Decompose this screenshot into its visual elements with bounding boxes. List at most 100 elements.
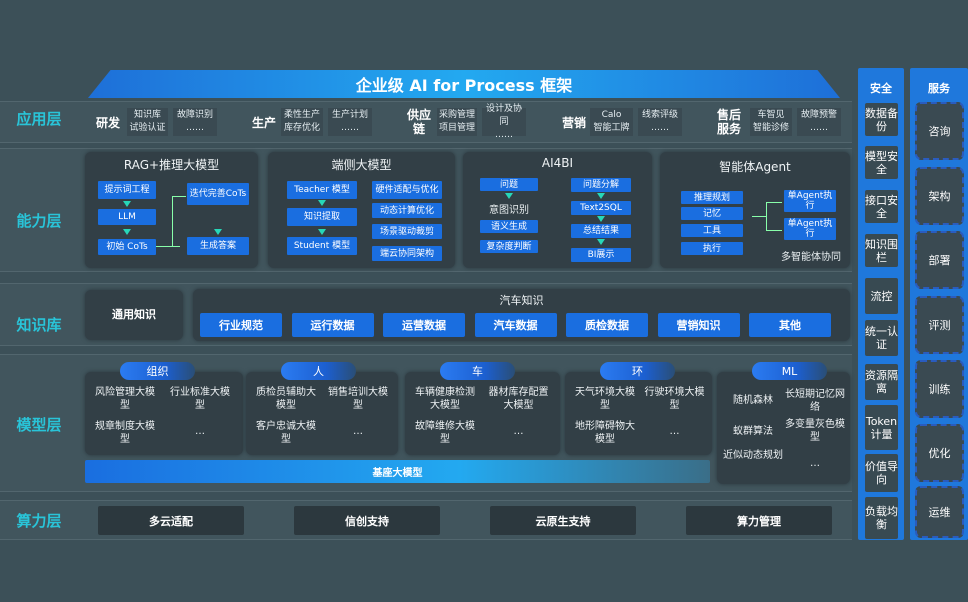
app-item[interactable]: 故障识别 <box>176 110 213 120</box>
app-item[interactable]: 知识库 <box>133 110 161 120</box>
knowledge-item[interactable]: 其他 <box>749 313 831 337</box>
knowledge-item[interactable]: 汽车数据 <box>474 313 557 337</box>
knowledge-item[interactable]: 行业规范 <box>200 313 282 337</box>
model-item[interactable]: 天气环境大模型 <box>575 387 635 411</box>
app-item[interactable]: …… <box>341 123 359 133</box>
knowledge-item[interactable]: 营销知识 <box>657 313 740 337</box>
ai4bi-right-step[interactable]: 总结结果 <box>571 224 631 238</box>
security-item[interactable]: 负载均衡 <box>865 497 898 539</box>
app-item[interactable]: 线索评级 <box>641 110 678 120</box>
model-item[interactable]: 行驶环境大模型 <box>644 387 705 411</box>
model-item[interactable]: 销售培训大模型 <box>328 387 388 411</box>
edge-feature[interactable]: 端云协同架构 <box>372 246 442 261</box>
app-item[interactable]: 采购管理 <box>438 110 475 120</box>
app-item[interactable]: 项目管理 <box>438 123 475 133</box>
service-item[interactable]: 优化 <box>915 424 964 482</box>
app-item[interactable]: …… <box>186 123 204 133</box>
ai4bi-right-step[interactable]: 问题分解 <box>571 178 631 192</box>
model-item[interactable]: 行业标准大模型 <box>170 387 230 411</box>
rag-step[interactable]: LLM <box>98 209 156 225</box>
security-item[interactable]: 知识围栏 <box>865 234 898 267</box>
knowledge-item[interactable]: 运营数据 <box>383 313 465 337</box>
app-item[interactable]: 试验认证 <box>129 123 166 133</box>
compute-item[interactable]: 算力管理 <box>686 506 832 535</box>
ai4bi-left-step[interactable]: 语义生成 <box>480 220 538 233</box>
agent-component[interactable]: 工具 <box>681 224 743 237</box>
app-item[interactable]: 设计及协同 <box>485 103 522 127</box>
agent-component[interactable]: 推理规划 <box>681 191 743 204</box>
security-item[interactable]: 资源隔离 <box>865 364 898 400</box>
security-item[interactable]: 模型安全 <box>865 146 898 179</box>
rag-step[interactable]: 迭代完善CoTs <box>187 183 249 205</box>
service-item[interactable]: 部署 <box>915 231 964 289</box>
edge-step[interactable]: Teacher 模型 <box>287 181 357 199</box>
model-item[interactable]: 近似动态规划 <box>723 450 783 461</box>
model-tag[interactable]: ML <box>752 362 827 380</box>
service-item[interactable]: 运维 <box>915 486 964 538</box>
security-item[interactable]: Token计量 <box>865 405 898 450</box>
service-item[interactable]: 架构 <box>915 167 964 225</box>
app-item[interactable]: 生产计划 <box>331 110 368 120</box>
edge-step[interactable]: 知识提取 <box>287 208 357 226</box>
security-item[interactable]: 接口安全 <box>865 190 898 223</box>
rag-step[interactable]: 初始 CoTs <box>98 239 156 255</box>
model-item[interactable]: 蚁群算法 <box>733 426 773 437</box>
security-item[interactable]: 统一认证 <box>865 320 898 356</box>
ai4bi-right-step[interactable]: Text2SQL <box>571 201 631 215</box>
compute-item[interactable]: 云原生支持 <box>490 506 636 535</box>
model-item[interactable]: … <box>195 426 205 437</box>
agent-component[interactable]: 记忆 <box>681 207 743 220</box>
agent-executor[interactable]: 单Agent执行 <box>784 190 836 212</box>
security-item[interactable]: 流控 <box>865 278 898 314</box>
app-item[interactable]: 库存优化 <box>283 123 320 133</box>
model-tag[interactable]: 组织 <box>120 362 195 380</box>
edge-feature[interactable]: 动态计算优化 <box>372 203 442 218</box>
service-item[interactable]: 咨询 <box>915 102 964 160</box>
rag-step[interactable]: 提示词工程 <box>98 181 156 199</box>
app-item[interactable]: 智能工牌 <box>593 123 630 133</box>
model-item[interactable]: 规章制度大模型 <box>95 421 155 445</box>
model-item[interactable]: … <box>513 426 524 437</box>
app-item[interactable]: …… <box>651 123 669 133</box>
app-item[interactable]: …… <box>810 123 828 133</box>
base-model-bar[interactable]: 基座大模型 <box>85 460 710 483</box>
model-item[interactable]: … <box>353 426 363 437</box>
app-item[interactable]: …… <box>495 129 513 140</box>
knowledge-item[interactable]: 运行数据 <box>291 313 374 337</box>
ai4bi-right-step[interactable]: BI展示 <box>571 248 631 262</box>
model-tag[interactable]: 人 <box>281 362 356 380</box>
model-item[interactable]: 质检员辅助大模型 <box>256 387 316 411</box>
model-item[interactable]: 长短期记忆网络 <box>785 389 845 413</box>
model-item[interactable]: 地形障碍物大模型 <box>575 421 635 445</box>
edge-feature[interactable]: 硬件适配与优化 <box>372 181 442 199</box>
model-item[interactable]: 随机森林 <box>733 395 773 406</box>
service-item[interactable]: 训练 <box>915 360 964 418</box>
compute-item[interactable]: 多云适配 <box>98 506 244 535</box>
compute-item[interactable]: 信创支持 <box>294 506 440 535</box>
app-item[interactable]: 柔性生产 <box>283 110 320 120</box>
agent-executor[interactable]: 单Agent执行 <box>784 218 836 240</box>
model-item[interactable]: 风险管理大模型 <box>95 387 155 411</box>
model-item[interactable]: 故障维修大模型 <box>415 421 475 445</box>
model-item[interactable]: 车辆健康检测大模型 <box>415 387 475 411</box>
knowledge-item[interactable]: 质检数据 <box>566 313 648 337</box>
ai4bi-left-step[interactable]: 复杂度判断 <box>480 240 538 253</box>
model-tag[interactable]: 环 <box>600 362 675 380</box>
model-item[interactable]: 客户忠诚大模型 <box>256 421 316 445</box>
model-item[interactable]: … <box>669 426 680 437</box>
app-item[interactable]: 车智见 <box>757 110 785 120</box>
security-item[interactable]: 价值导向 <box>865 454 898 492</box>
security-item[interactable]: 数据备份 <box>865 103 898 136</box>
model-item[interactable]: 多变量灰色模型 <box>785 419 845 443</box>
app-item[interactable]: Calo <box>601 110 622 120</box>
service-item[interactable]: 评测 <box>915 296 964 354</box>
app-item[interactable]: 智能诊修 <box>752 123 789 133</box>
rag-step[interactable]: 生成答案 <box>187 237 249 255</box>
model-item[interactable]: … <box>810 458 820 469</box>
edge-step[interactable]: Student 模型 <box>287 237 357 255</box>
app-item[interactable]: 故障预警 <box>800 110 837 120</box>
model-item[interactable]: 器材库存配置大模型 <box>488 387 549 411</box>
edge-feature[interactable]: 场景驱动裁剪 <box>372 224 442 239</box>
model-tag[interactable]: 车 <box>440 362 515 380</box>
agent-component[interactable]: 执行 <box>681 242 743 255</box>
